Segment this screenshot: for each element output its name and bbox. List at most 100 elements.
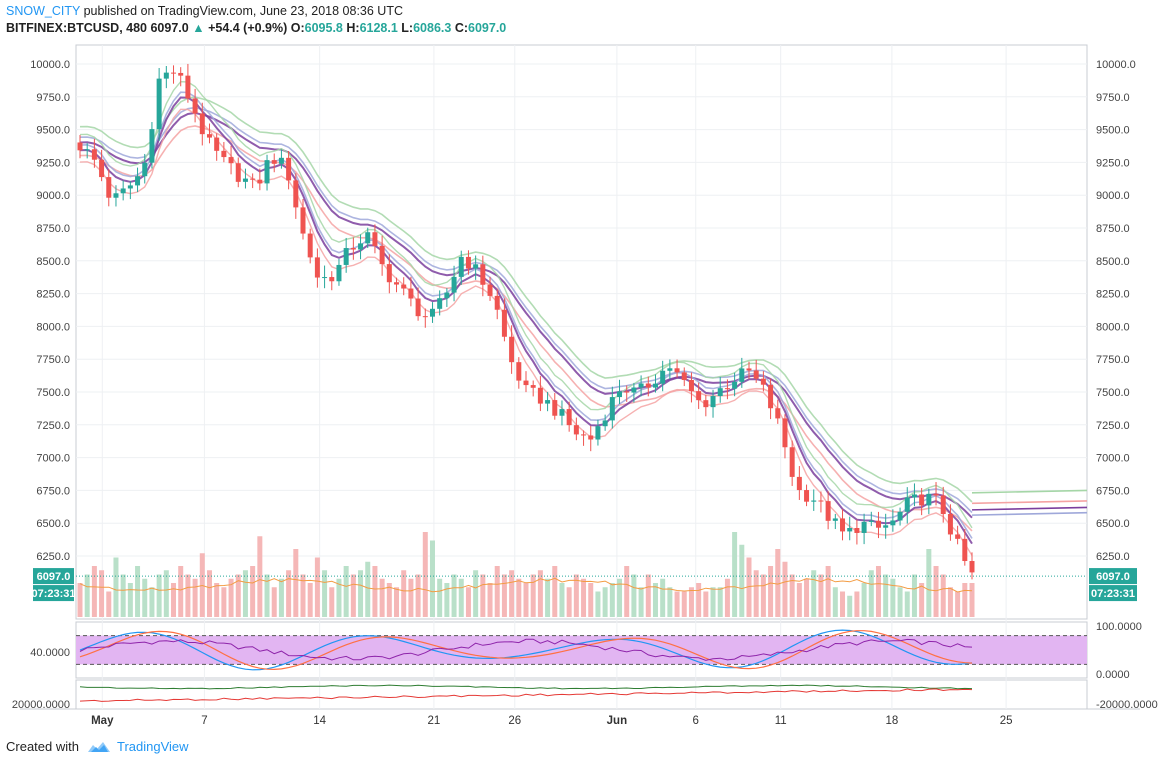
volume-bar [343,566,349,617]
candle-body [127,185,133,189]
candle-body [473,264,479,269]
volume-bar [660,578,666,617]
volume-bar [962,583,968,617]
candle-body [300,207,306,234]
band-projection [971,511,1088,516]
candle-body [235,163,241,182]
candle-body [214,137,220,151]
candle-body [840,518,846,532]
volume-bar [429,540,435,617]
candle-body [437,298,443,309]
candle-body [379,245,385,265]
x-tick-label: May [91,715,114,727]
candle-body [660,370,666,384]
volume-bar [933,566,939,617]
volume-bar [278,578,284,617]
candle-body [329,277,335,282]
volume-bar [350,574,356,617]
publish-info: published on TradingView.com, June 23, 2… [83,4,403,18]
y-tick-label-left: 7500.0 [36,387,70,399]
candle-body [422,316,428,318]
volume-bar [307,583,313,617]
volume-bar [523,583,529,617]
volume-bar [394,587,400,617]
symbol-label[interactable]: BITFINEX:BTCUSD, 480 [6,21,147,35]
y-tick-label-left: 9500.0 [36,125,70,137]
candle-body [875,520,881,528]
volume-bar [235,574,241,617]
y-tick-label-right: 9750.0 [1096,92,1130,104]
volume-bar [458,578,464,617]
candle-body [703,400,709,408]
y-tick-label-left: 8750.0 [36,223,70,235]
candle-body [465,256,471,269]
volume-bar [192,578,198,617]
volume-bar [753,570,759,617]
candle-body [358,243,364,250]
volume-bar [818,574,824,617]
volume-bar [135,566,141,617]
volume-bar [91,566,97,617]
candle-body [135,176,141,186]
volume-bar [861,583,867,617]
y-tick-label-left: 6250.0 [36,551,70,563]
volume-bar [911,574,917,617]
author-link[interactable]: SNOW_CITY [6,4,81,18]
created-with-label: Created with [6,739,79,754]
candle-body [566,409,572,426]
candle-body [890,520,896,526]
candle-body [401,284,407,289]
volume-bar [494,566,500,617]
candle-body [624,391,630,393]
candle-body [350,248,356,250]
volume-bar [688,587,694,617]
candle-body [581,434,587,436]
volume-bar [552,566,558,617]
candle-body [652,383,658,388]
volume-bar [868,570,874,617]
candle-body [178,72,184,76]
tradingview-link[interactable]: TradingView [116,739,189,754]
volume-bar [365,561,371,617]
candle-body [559,409,565,416]
volume-bar [113,557,119,617]
y-tick-label-right: 8250.0 [1096,289,1130,301]
candle-body [926,493,932,506]
candle-body [458,256,464,277]
volume-bar [811,570,817,617]
candle-body [933,493,939,496]
volume-bar [84,574,90,617]
candle-body [322,277,328,279]
volume-bar [883,574,889,617]
volume-bar [408,578,414,617]
volume-bar [768,566,774,617]
candle-body [883,525,889,528]
volume-bar [746,557,752,617]
candle-body [250,178,256,180]
candle-body [451,276,457,293]
volume-bar [336,578,342,617]
candle-body [221,150,227,158]
y-tick-label-left: 7750.0 [36,354,70,366]
candle-body [537,387,543,404]
close-label: C: [454,21,469,35]
volume-bar [739,544,745,617]
rsi-line [79,638,973,661]
low-label: L: [401,21,414,35]
close-value: 6097.0 [468,21,507,35]
last-price: 6097.0 [150,21,189,35]
volume-bar [545,578,551,617]
candle-body [242,178,248,182]
candle-body [919,494,925,506]
open-label: O: [290,21,305,35]
volume-bar [710,587,716,617]
candle-body [99,159,105,178]
tradingview-logo-icon [87,741,110,752]
volume-bar [875,566,881,617]
x-tick-label: 21 [427,715,440,727]
volume-bar [473,570,479,617]
band-upper-slow [79,96,973,503]
volume-bar [703,591,709,617]
candle-body [156,78,162,130]
